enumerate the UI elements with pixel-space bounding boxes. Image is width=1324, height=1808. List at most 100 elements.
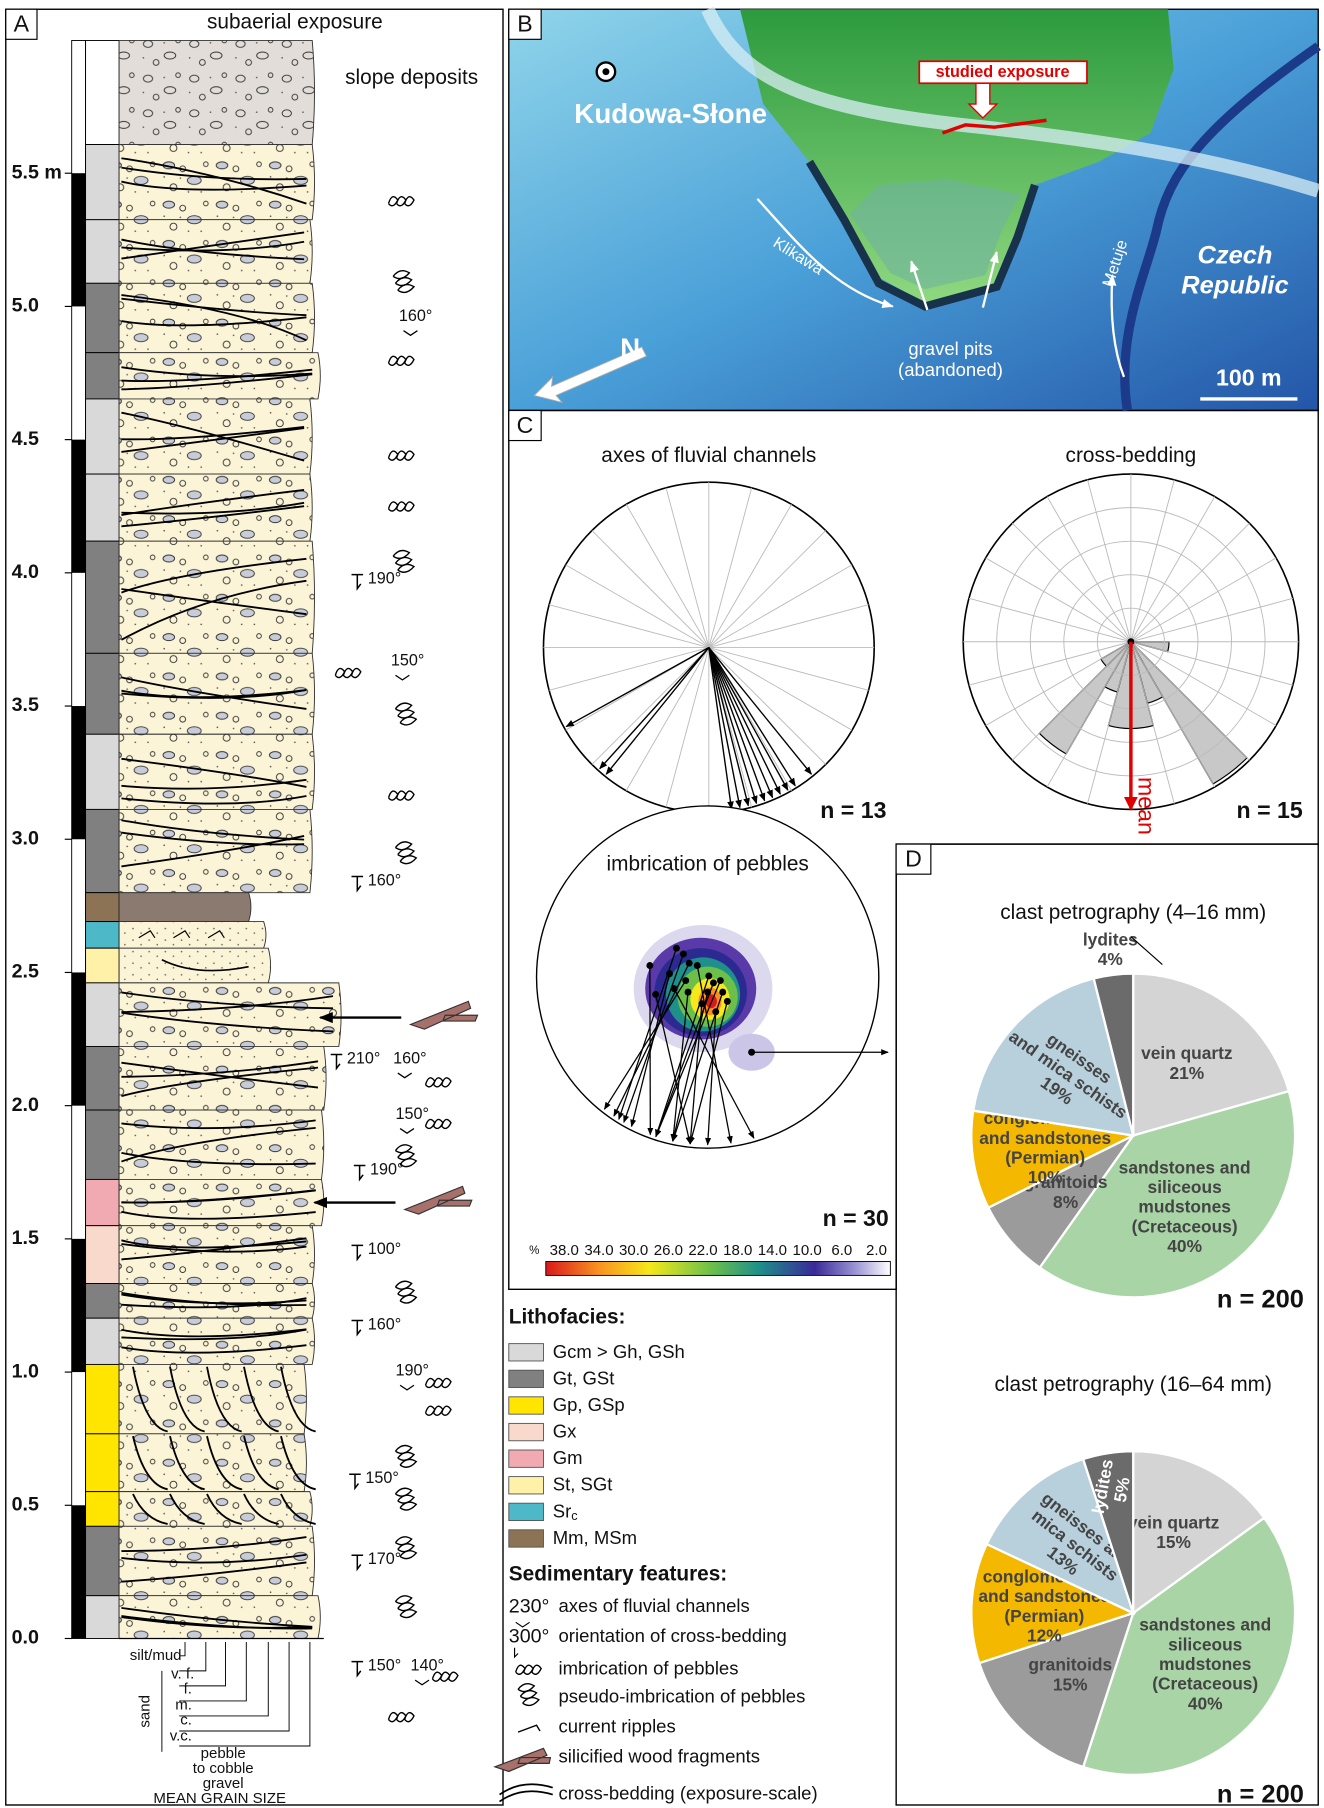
pie-label: 15%	[1156, 1532, 1191, 1552]
country-label: Czech	[1198, 241, 1273, 269]
facies-cell	[86, 1046, 120, 1110]
legend-label: Gcm > Gh, GSh	[553, 1341, 685, 1362]
scale-bar-segment	[72, 972, 86, 1105]
legend-label: imbrication of pebbles	[559, 1658, 739, 1679]
legend-symbol	[518, 1725, 540, 1732]
depth-label: 4.0	[12, 561, 39, 583]
bed	[119, 809, 312, 892]
orientation-label: 160°	[399, 307, 432, 325]
channel-symbol	[400, 1129, 414, 1134]
bed	[119, 983, 341, 1047]
orientation-label: 140°	[410, 1657, 443, 1675]
figure: 0.00.51.01.52.02.53.03.54.04.55.05.5 mAs…	[0, 0, 1324, 1808]
pie-label: 4%	[1098, 949, 1123, 969]
wood-fragment	[410, 1001, 477, 1029]
orientation-label: 160°	[393, 1049, 426, 1067]
legend-swatch	[509, 1477, 544, 1494]
legend-symbol	[515, 1648, 518, 1657]
bed	[119, 893, 251, 922]
scale-unit: %	[529, 1245, 539, 1257]
imbrication-point	[719, 989, 726, 996]
depth-label: 0.0	[12, 1627, 39, 1649]
legend-label: Gt, GSt	[553, 1367, 615, 1388]
orientation-label: 170°	[368, 1550, 401, 1568]
facies-cell	[86, 983, 120, 1047]
facies-cell	[86, 399, 120, 474]
imbrication-symbol	[426, 1378, 451, 1387]
pie-label: sandstones and	[1139, 1615, 1271, 1635]
imbrication-point	[646, 962, 653, 969]
legend-symbol	[516, 1665, 541, 1674]
channel-symbol	[395, 675, 409, 680]
scale-label: 10.0	[793, 1242, 822, 1259]
pie-label: mudstones	[1138, 1197, 1230, 1217]
bed	[119, 283, 314, 352]
grain-class-label: f.	[184, 1680, 192, 1697]
facies-cell	[86, 1526, 120, 1595]
bed	[119, 1226, 314, 1284]
orientation-label: 100°	[368, 1240, 401, 1258]
pie-label: and sandstones	[979, 1128, 1111, 1148]
orientation-label: 160°	[368, 871, 401, 889]
wood-fragment	[405, 1186, 472, 1214]
pie-label: 21%	[1170, 1063, 1205, 1083]
scale-bar-segment	[72, 173, 86, 306]
pie-label: (Cretaceous)	[1132, 1216, 1238, 1236]
imbrication-symbol	[426, 1119, 451, 1128]
town-label: Kudowa-Słone	[574, 98, 767, 129]
scale-label: 38.0	[550, 1242, 579, 1259]
legend-label: Gp, GSp	[553, 1394, 625, 1415]
depth-label: 0.5	[12, 1493, 39, 1515]
bed	[119, 1364, 306, 1433]
facies-cell	[86, 734, 120, 809]
bed	[119, 40, 314, 144]
bed	[119, 145, 314, 220]
scale-label: 18.0	[723, 1242, 752, 1259]
pie-n: n = 200	[1217, 1286, 1304, 1314]
facies-cell	[86, 145, 120, 220]
imbrication-point	[705, 972, 712, 979]
facies-cell	[86, 1596, 120, 1639]
facies-cell	[86, 809, 120, 892]
rose-n: n = 13	[820, 797, 886, 823]
cross-bedding-symbol	[349, 1474, 361, 1488]
pits-label: gravel pits	[908, 338, 992, 359]
facies-cell	[86, 40, 120, 144]
pie-label: lydites	[1083, 929, 1138, 949]
pie-label: 40%	[1167, 1236, 1202, 1256]
imbrication-symbol	[389, 1713, 414, 1722]
color-scale	[546, 1262, 891, 1276]
pie-label: 15%	[1053, 1674, 1088, 1694]
pie-label: siliceous	[1168, 1634, 1242, 1654]
facies-cell	[86, 922, 120, 949]
depth-label: 3.0	[12, 827, 39, 849]
pie-label: granitoids	[1028, 1655, 1112, 1675]
pie-n: n = 200	[1217, 1780, 1304, 1808]
town-marker-dot	[602, 68, 609, 75]
body: 0.00.51.01.52.02.53.03.54.04.55.05.5 mAs…	[0, 0, 1324, 1808]
legend-label: axes of fluvial channels	[559, 1595, 750, 1616]
north-label: N	[620, 333, 640, 364]
orientation-label: 190°	[368, 570, 401, 588]
bed	[119, 922, 266, 949]
legend-swatch	[509, 1450, 544, 1467]
bed	[119, 220, 312, 284]
legend-label: Gm	[553, 1447, 583, 1468]
rose-title: axes of fluvial channels	[601, 444, 816, 467]
legend-symbol	[500, 1784, 553, 1801]
pie-leader	[1131, 937, 1162, 965]
facies-cell	[86, 1364, 120, 1433]
legend-label: current ripples	[559, 1715, 676, 1736]
facies-cell	[86, 1318, 120, 1364]
facies-cell	[86, 474, 120, 541]
panel-label: D	[905, 845, 922, 871]
page: Figure {"panel_a":{"label":"A","top_labe…	[0, 0, 1324, 1808]
imbrication-symbol	[335, 668, 360, 677]
grain-bracket	[179, 1642, 310, 1746]
imbrication-symbol	[426, 1078, 451, 1087]
pie-label: sandstones and	[1119, 1157, 1251, 1177]
facies-cell	[86, 220, 120, 284]
imbrication-symbol	[389, 451, 414, 460]
exposure-label: subaerial exposure	[207, 11, 383, 34]
scale-label: 22.0	[688, 1242, 717, 1259]
